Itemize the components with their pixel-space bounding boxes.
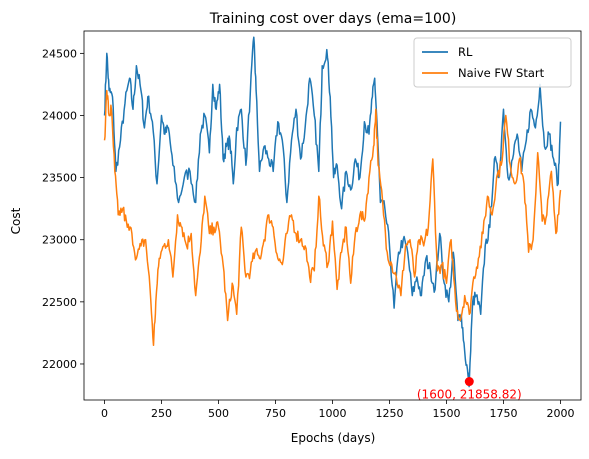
y-axis-label: Cost: [9, 207, 23, 234]
x-tick-label: 500: [208, 407, 229, 420]
series-line-rl: [103, 36, 562, 388]
min-point-marker: [464, 377, 474, 387]
annotation-layer: (1600, 21858.82): [417, 377, 522, 402]
legend-label-naive-fw-start: Naive FW Start: [458, 66, 545, 80]
legend-box: [413, 37, 572, 88]
y-tick-label: 23500: [42, 172, 77, 185]
x-tick-label: 750: [265, 407, 286, 420]
chart-title: Training cost over days (ema=100): [209, 11, 457, 27]
x-tick-label: 250: [151, 407, 172, 420]
y-tick-label: 24000: [42, 109, 77, 122]
y-tick-label: 23000: [42, 234, 77, 247]
x-tick-label: 1250: [375, 407, 403, 420]
series-layer: [103, 36, 562, 388]
y-tick-label: 22000: [42, 358, 77, 371]
y-axis: 22000 22500 23000 23500 24000 24500: [42, 47, 84, 371]
y-tick-label: 24500: [42, 47, 77, 60]
x-axis: 0 250 500 750 1000 1250 1500 1750 2000: [101, 400, 574, 420]
x-tick-label: 2000: [546, 407, 574, 420]
x-axis-label: Epochs (days): [291, 431, 376, 445]
x-tick-label: 1500: [432, 407, 460, 420]
y-tick-label: 22500: [42, 296, 77, 309]
x-tick-label: 1000: [319, 407, 347, 420]
x-tick-label: 0: [101, 407, 108, 420]
series-line-naive-fw-start: [103, 89, 562, 347]
legend: RL Naive FW Start: [413, 37, 572, 88]
legend-label-rl: RL: [458, 45, 473, 59]
min-point-label: (1600, 21858.82): [417, 388, 522, 402]
x-tick-label: 1750: [489, 407, 517, 420]
